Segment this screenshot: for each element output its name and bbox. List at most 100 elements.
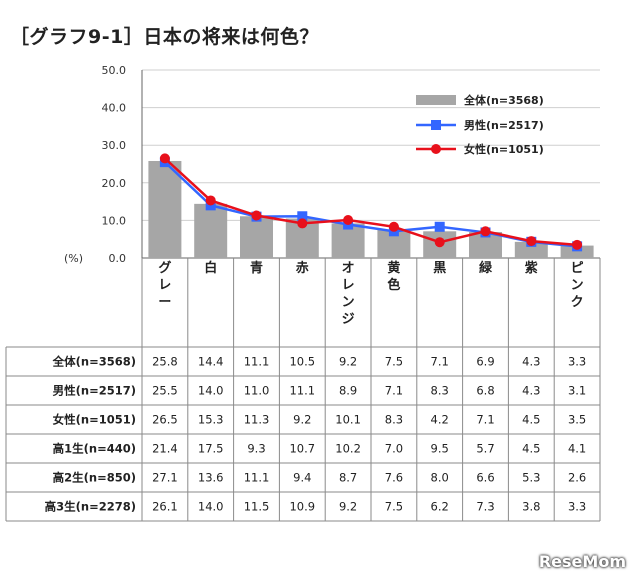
table-cell: 3.3 bbox=[568, 500, 586, 514]
table-cell: 9.5 bbox=[431, 442, 449, 456]
y-axis-label: (%) bbox=[64, 252, 83, 265]
table-cell: 8.3 bbox=[385, 413, 403, 427]
table-cell: 15.3 bbox=[198, 413, 224, 427]
y-tick-label: 50.0 bbox=[102, 64, 127, 77]
table-cell: 4.3 bbox=[522, 355, 540, 369]
table-cell: 26.5 bbox=[152, 413, 178, 427]
table-cell: 5.3 bbox=[522, 471, 540, 485]
table-cell: 10.7 bbox=[289, 442, 315, 456]
series-point bbox=[526, 236, 537, 247]
legend-swatch bbox=[431, 144, 441, 154]
bar bbox=[514, 241, 548, 258]
table-cell: 11.3 bbox=[244, 413, 270, 427]
table-cell: 11.5 bbox=[244, 500, 270, 514]
table-cell: 7.1 bbox=[476, 413, 494, 427]
bar bbox=[560, 245, 594, 258]
table-cell: 14.4 bbox=[198, 355, 224, 369]
table-cell: 11.1 bbox=[244, 471, 270, 485]
table-cell: 9.3 bbox=[247, 442, 265, 456]
legend-swatch bbox=[416, 95, 456, 105]
bar bbox=[194, 203, 228, 258]
series-point bbox=[251, 210, 262, 221]
x-tick-label: 赤 bbox=[296, 260, 309, 276]
series-point bbox=[297, 218, 308, 229]
table-cell: 4.5 bbox=[522, 413, 540, 427]
table-cell: 10.9 bbox=[289, 500, 315, 514]
table-cell: 6.6 bbox=[476, 471, 494, 485]
table-cell: 7.1 bbox=[431, 355, 449, 369]
y-tick-label: 30.0 bbox=[102, 139, 127, 152]
series-point bbox=[159, 153, 170, 164]
x-tick-label: 白 bbox=[204, 260, 217, 276]
y-tick-label: 10.0 bbox=[102, 214, 127, 227]
y-tick-label: 0.0 bbox=[109, 252, 127, 265]
table-cell: 17.5 bbox=[198, 442, 224, 456]
table-cell: 25.8 bbox=[152, 355, 178, 369]
table-row-label: 高3生(n=2278) bbox=[45, 500, 136, 514]
y-tick-label: 40.0 bbox=[102, 102, 127, 115]
table-cell: 7.0 bbox=[385, 442, 403, 456]
table-row-label: 高1生(n=440) bbox=[53, 442, 136, 456]
table-cell: 8.0 bbox=[431, 471, 449, 485]
table-cell: 4.3 bbox=[522, 384, 540, 398]
table-cell: 6.8 bbox=[476, 384, 494, 398]
table-row-label: 女性(n=1051) bbox=[53, 413, 136, 427]
table-cell: 11.1 bbox=[289, 384, 315, 398]
x-tick-label: 黒 bbox=[433, 260, 446, 276]
chart-title: ［グラフ9-1］日本の将来は何色？ bbox=[10, 26, 319, 48]
table-cell: 8.7 bbox=[339, 471, 357, 485]
table-cell: 11.0 bbox=[244, 384, 270, 398]
series-point bbox=[480, 226, 491, 237]
table-cell: 6.2 bbox=[431, 500, 449, 514]
series-point bbox=[434, 221, 445, 232]
bar bbox=[148, 160, 182, 258]
watermark: ReseMom bbox=[538, 552, 626, 571]
table-cell: 4.2 bbox=[431, 413, 449, 427]
table-cell: 3.8 bbox=[522, 500, 540, 514]
legend-swatch bbox=[431, 120, 441, 130]
table-cell: 10.2 bbox=[335, 442, 361, 456]
series-point bbox=[434, 237, 445, 248]
table-cell: 6.9 bbox=[476, 355, 494, 369]
table-cell: 8.3 bbox=[431, 384, 449, 398]
table-cell: 11.1 bbox=[244, 355, 270, 369]
table-cell: 13.6 bbox=[198, 471, 224, 485]
table-cell: 5.7 bbox=[476, 442, 494, 456]
legend-entry: 全体(n=3568) bbox=[463, 93, 544, 107]
table-cell: 9.2 bbox=[339, 500, 357, 514]
table-cell: 9.2 bbox=[339, 355, 357, 369]
table-cell: 3.5 bbox=[568, 413, 586, 427]
table-cell: 3.1 bbox=[568, 384, 586, 398]
table-row-label: 男性(n=2517) bbox=[53, 384, 136, 398]
series-point bbox=[297, 211, 308, 222]
table-cell: 9.4 bbox=[293, 471, 311, 485]
x-tick-label: 紫 bbox=[525, 260, 538, 276]
x-tick-label: 緑 bbox=[479, 260, 493, 276]
x-tick-label: ピンク bbox=[571, 261, 584, 310]
table-cell: 4.5 bbox=[522, 442, 540, 456]
table-cell: 7.3 bbox=[476, 500, 494, 514]
table-cell: 7.5 bbox=[385, 355, 403, 369]
table-cell: 3.3 bbox=[568, 355, 586, 369]
table-cell: 10.1 bbox=[335, 413, 361, 427]
table-cell: 14.0 bbox=[198, 500, 224, 514]
x-tick-label: グレー bbox=[158, 260, 171, 310]
table-row-label: 高2生(n=850) bbox=[53, 471, 136, 485]
series-point bbox=[205, 195, 216, 206]
table-cell: 7.1 bbox=[385, 384, 403, 398]
table-cell: 21.4 bbox=[152, 442, 178, 456]
table-cell: 9.2 bbox=[293, 413, 311, 427]
x-tick-label: 青 bbox=[250, 260, 263, 276]
table-cell: 14.0 bbox=[198, 384, 224, 398]
series-point bbox=[343, 215, 354, 226]
x-tick-label: オレンジ bbox=[342, 261, 355, 327]
table-cell: 7.5 bbox=[385, 500, 403, 514]
series-point bbox=[388, 221, 399, 232]
series-line bbox=[164, 157, 578, 247]
x-tick-label: 黄色 bbox=[387, 260, 400, 293]
bar bbox=[240, 216, 273, 258]
legend-entry: 男性(n=2517) bbox=[464, 118, 544, 132]
table-row-label: 全体(n=3568) bbox=[52, 355, 136, 369]
table-cell: 4.1 bbox=[568, 442, 586, 456]
